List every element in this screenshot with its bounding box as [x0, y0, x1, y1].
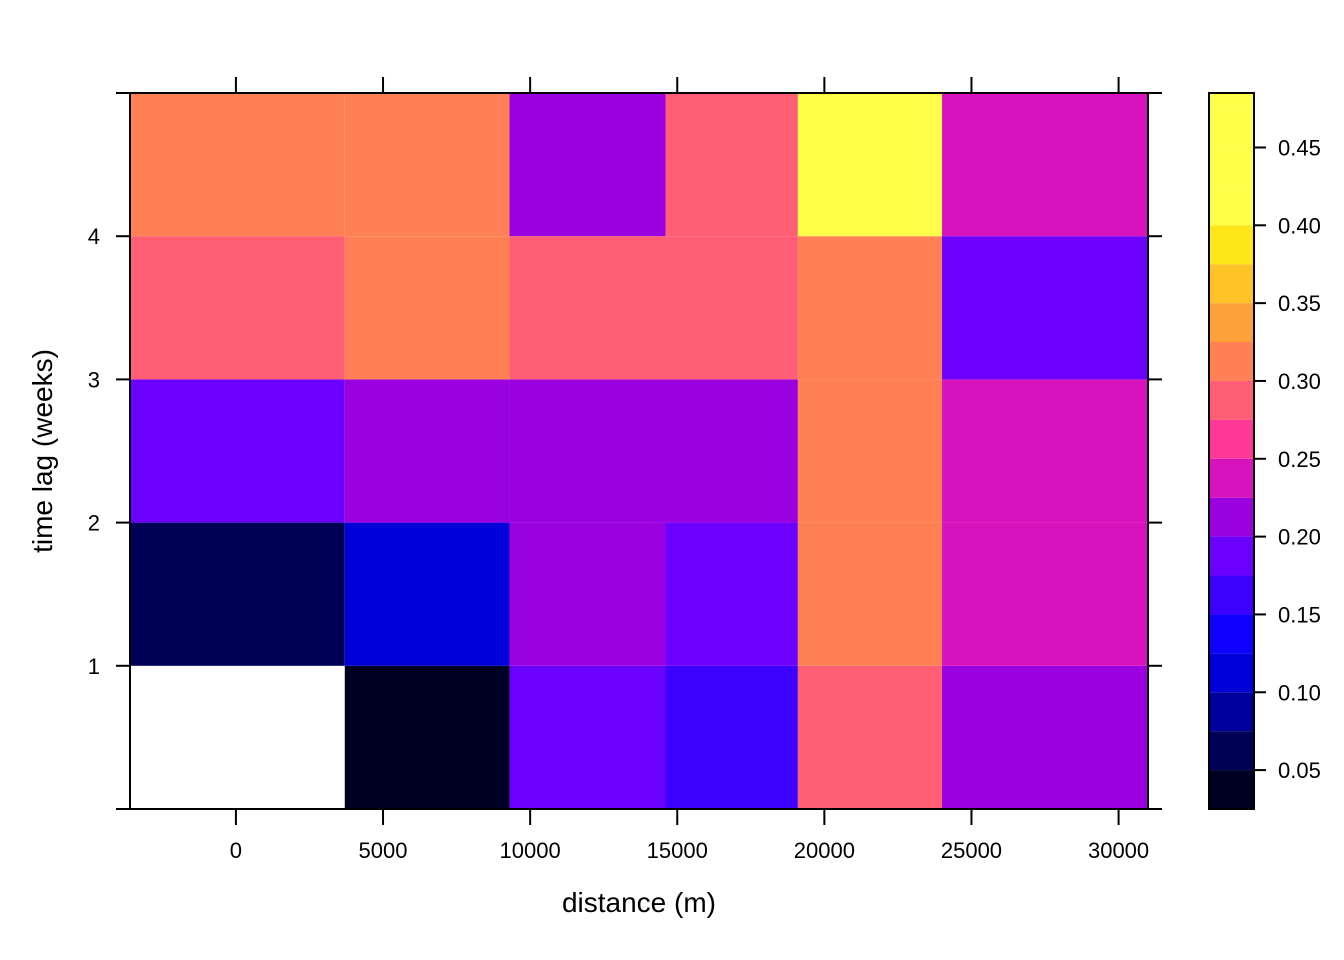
heatmap-cell	[344, 379, 510, 523]
x-tick-label: 5000	[359, 838, 408, 863]
heatmap-cell	[797, 93, 943, 237]
colorbar-swatch	[1209, 770, 1254, 809]
heatmap-cell	[509, 522, 666, 666]
heatmap-cell	[344, 93, 510, 237]
colorbar-swatch	[1209, 264, 1254, 304]
x-tick-label: 20000	[794, 838, 855, 863]
colorbar-swatch	[1209, 186, 1254, 226]
heatmap-cell	[665, 379, 798, 523]
colorbar-swatch	[1209, 692, 1254, 732]
y-tick-label: 3	[88, 367, 100, 392]
heatmap-cell	[509, 93, 666, 237]
heatmap-cell	[509, 236, 666, 380]
heatmap-cell	[665, 522, 798, 666]
colorbar-swatch	[1209, 93, 1254, 109]
heatmap-cell	[665, 93, 798, 237]
colorbar-swatch	[1209, 380, 1254, 420]
colorbar-tick-label: 0.20	[1278, 525, 1321, 550]
colorbar-tick-label: 0.10	[1278, 680, 1321, 705]
colorbar-swatch	[1209, 108, 1254, 148]
heatmap-cell	[797, 379, 943, 523]
colorbar-tick-label: 0.30	[1278, 369, 1321, 394]
heatmap-cell	[509, 665, 666, 809]
colorbar-tick-label: 0.40	[1278, 213, 1321, 238]
heatmap-cell	[942, 665, 1148, 809]
colorbar-swatch	[1209, 575, 1254, 615]
heatmap-cell	[665, 665, 798, 809]
heatmap-cell	[130, 236, 345, 380]
heatmap-cell	[509, 379, 666, 523]
x-tick-label: 25000	[941, 838, 1002, 863]
colorbar-swatch	[1209, 225, 1254, 265]
colorbar-swatch	[1209, 653, 1254, 693]
heatmap-cell	[797, 522, 943, 666]
y-axis: 1 2 3 4	[88, 224, 1162, 679]
colorbar-tick-label: 0.35	[1278, 291, 1321, 316]
x-tick-label: 15000	[647, 838, 708, 863]
colorbar-tick-label: 0.15	[1278, 602, 1321, 627]
colorbar-swatch	[1209, 497, 1254, 537]
colorbar-frame	[1208, 92, 1255, 810]
colorbar-swatch	[1209, 614, 1254, 654]
heatmap-cell	[665, 236, 798, 380]
heatmap-cell	[942, 93, 1148, 237]
colorbar: 0.05 0.10 0.15 0.20 0.25 0.30 0.35 0.40 0.45	[1208, 92, 1321, 810]
colorbar-swatch	[1209, 342, 1254, 381]
x-axis: 0 5000 10000 15000 20000 25000 30000	[116, 77, 1162, 863]
heatmap-cell	[344, 665, 510, 809]
colorbar-swatch	[1209, 731, 1254, 771]
heatmap-cells	[130, 93, 1148, 809]
heatmap-cell	[942, 236, 1148, 380]
y-tick-label: 2	[88, 511, 100, 536]
x-tick-label: 0	[230, 838, 242, 863]
y-tick-label: 1	[88, 654, 100, 679]
heatmap-cell	[942, 379, 1148, 523]
x-axis-title: distance (m)	[562, 887, 716, 918]
colorbar-swatch	[1209, 536, 1254, 576]
heatmap-cell	[797, 236, 943, 380]
y-axis-title: time lag (weeks)	[27, 349, 58, 553]
colorbar-swatch	[1209, 458, 1254, 498]
heatmap-cell	[130, 665, 345, 809]
colorbar-swatch	[1209, 419, 1254, 459]
colorbar-tick-label: 0.45	[1278, 135, 1321, 160]
x-tick-label: 10000	[500, 838, 561, 863]
y-tick-label: 4	[88, 224, 100, 249]
heatmap-cell	[130, 93, 345, 237]
heatmap-cell	[942, 522, 1148, 666]
heatmap-cell	[130, 379, 345, 523]
colorbar-tick-label: 0.05	[1278, 758, 1321, 783]
heatmap-cell	[344, 522, 510, 666]
colorbar-swatch	[1209, 147, 1254, 187]
heatmap-cell	[797, 665, 943, 809]
heatmap-cell	[130, 522, 345, 666]
colorbar-tick-label: 0.25	[1278, 447, 1321, 472]
colorbar-swatch	[1209, 303, 1254, 343]
heatmap-cell	[344, 236, 510, 380]
x-tick-label: 30000	[1088, 838, 1149, 863]
